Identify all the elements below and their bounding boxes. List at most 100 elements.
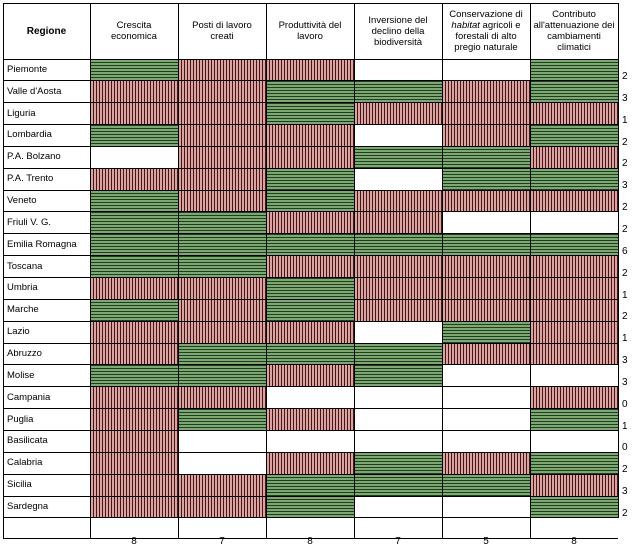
row-border <box>3 277 618 278</box>
indicator-cell <box>354 255 442 278</box>
indicator-cell <box>530 190 618 212</box>
indicator-cell <box>90 146 178 169</box>
row-border <box>3 517 618 519</box>
indicator-cell <box>354 190 442 212</box>
indicator-cell <box>178 102 266 125</box>
indicator-cell <box>90 277 178 300</box>
indicator-cell <box>266 124 354 147</box>
indicator-cell <box>354 386 442 409</box>
indicator-cell <box>354 233 442 256</box>
indicator-cell <box>266 386 354 409</box>
row-border <box>3 145 618 147</box>
indicator-cell <box>90 452 178 475</box>
indicator-cell <box>442 343 530 365</box>
indicator-cell <box>530 430 618 453</box>
row-count: 1 <box>622 420 628 432</box>
indicator-cell <box>90 59 178 81</box>
indicator-cell <box>442 255 530 278</box>
indicator-cell <box>354 80 442 103</box>
region-label: P.A. Trento <box>7 173 54 185</box>
indicator-cell <box>266 255 354 278</box>
indicator-cell <box>178 190 266 212</box>
region-label: Sicilia <box>7 479 32 491</box>
indicator-cell <box>178 386 266 409</box>
indicator-cell <box>442 299 530 322</box>
indicator-cell <box>178 80 266 103</box>
row-border <box>3 80 618 82</box>
region-label: Calabria <box>7 457 43 469</box>
row-border <box>3 342 618 344</box>
indicator-cell <box>354 211 442 234</box>
indicator-cell <box>178 59 266 81</box>
row-border <box>3 495 618 497</box>
row-border <box>3 386 618 388</box>
indicator-cell <box>90 474 178 496</box>
indicator-cell <box>442 80 530 103</box>
indicator-cell <box>178 452 266 475</box>
row-border <box>3 233 618 235</box>
region-label: Liguria <box>7 107 36 119</box>
header-border <box>3 58 618 60</box>
region-label: Campania <box>7 391 51 403</box>
region-label: Abruzzo <box>7 347 42 359</box>
header-indicator-1: Crescita economica <box>111 20 157 42</box>
indicator-cell <box>266 146 354 169</box>
indicator-cell <box>90 233 178 256</box>
indicator-cell <box>354 146 442 169</box>
row-count: 2 <box>622 158 628 170</box>
row-count: 3 <box>622 486 628 498</box>
indicator-cell <box>442 190 530 212</box>
indicator-cell <box>266 321 354 344</box>
column-total: 8 <box>571 536 577 547</box>
indicator-cell <box>354 364 442 387</box>
region-label: Emilia Romagna <box>7 238 77 250</box>
indicator-cell <box>266 496 354 518</box>
column-total: 7 <box>219 536 225 547</box>
indicator-cell <box>530 102 618 125</box>
indicator-cell <box>354 474 442 496</box>
row-count: 3 <box>622 355 628 367</box>
indicator-cell <box>442 168 530 191</box>
region-label: Valle d'Aosta <box>7 85 62 97</box>
indicator-cell <box>354 124 442 147</box>
region-label: Basilicata <box>7 435 48 447</box>
row-border <box>3 211 618 213</box>
indicator-cell <box>530 124 618 147</box>
indicator-cell <box>178 211 266 234</box>
indicator-cell <box>90 408 178 431</box>
indicator-cell <box>442 364 530 387</box>
indicator-cell <box>354 168 442 191</box>
row-count: 2 <box>622 464 628 476</box>
indicator-cell <box>266 364 354 387</box>
indicator-cell <box>354 496 442 518</box>
row-count: 0 <box>622 398 628 410</box>
indicator-cell <box>90 364 178 387</box>
row-count: 2 <box>622 136 628 148</box>
indicator-cell <box>442 124 530 147</box>
indicator-cell <box>530 277 618 300</box>
indicator-cell <box>266 211 354 234</box>
indicator-cell <box>90 321 178 344</box>
indicator-cell <box>90 255 178 278</box>
indicator-cell <box>354 299 442 322</box>
indicator-cell <box>530 496 618 518</box>
indicator-cell <box>266 102 354 125</box>
row-count: 3 <box>622 92 628 104</box>
indicator-cell <box>90 386 178 409</box>
indicator-cell <box>266 299 354 322</box>
region-label: Piemonte <box>7 63 48 75</box>
row-border <box>3 167 618 169</box>
row-count: 2 <box>622 223 628 235</box>
column-total: 5 <box>483 536 489 547</box>
indicator-cell <box>530 59 618 81</box>
indicator-cell <box>530 386 618 409</box>
row-border <box>3 364 618 366</box>
indicator-cell <box>442 474 530 496</box>
region-label: Sardegna <box>7 500 49 512</box>
indicator-cell <box>178 474 266 496</box>
indicator-cell <box>354 277 442 300</box>
region-label: Friuli V. G. <box>7 216 51 228</box>
row-border <box>3 408 618 410</box>
row-border <box>3 451 618 453</box>
